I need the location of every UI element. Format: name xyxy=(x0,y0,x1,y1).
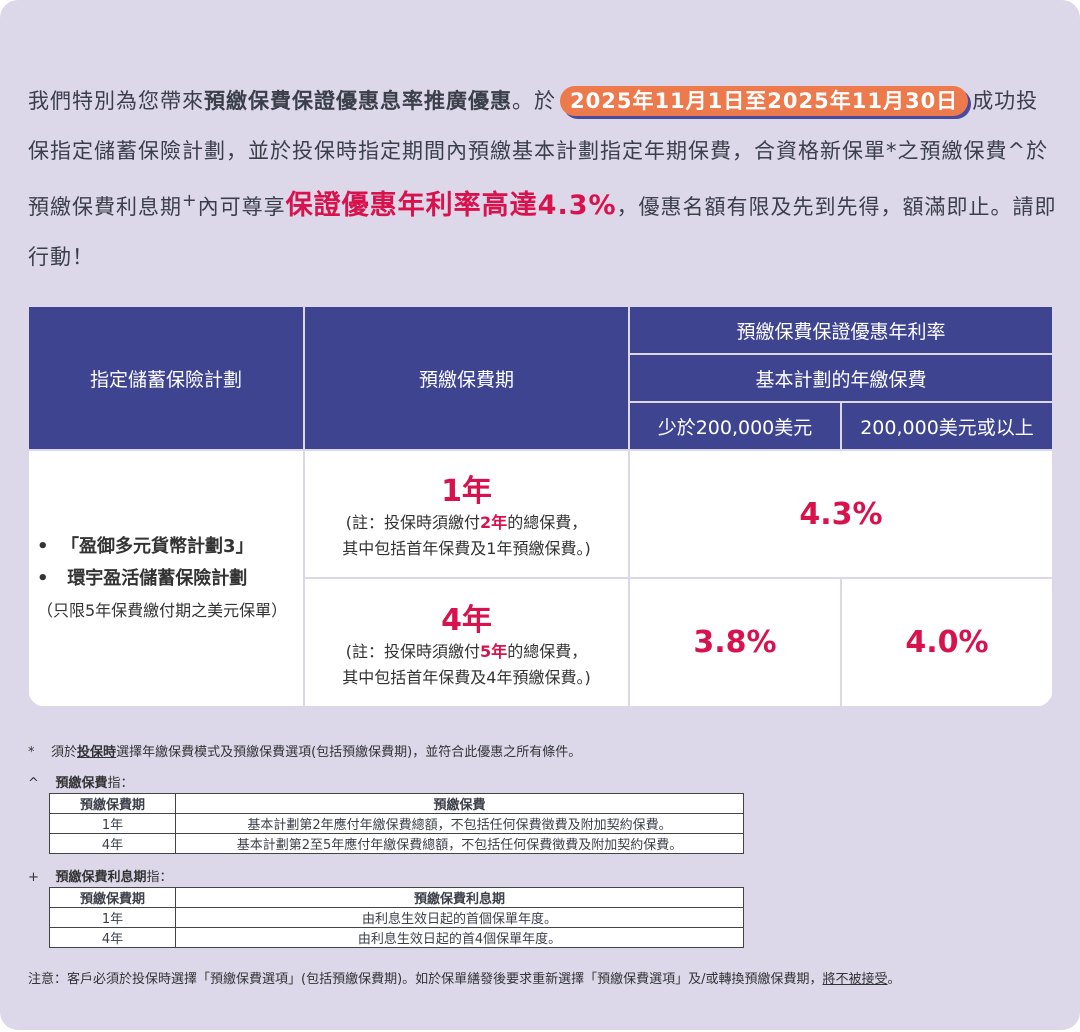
text: 注意：客戶必須於投保時選擇「預繳保費選項」(包括預繳保費期)。如於保單繕發後要求… xyxy=(28,972,823,987)
date-range-pill: 2025年11月1日至2025年11月30日 xyxy=(560,86,969,116)
footnote-plus: + 預繳保費利息期指： xyxy=(28,866,172,885)
col-header: 預繳保費 xyxy=(175,793,744,814)
period-note: (註：投保時須繳付2年的總保費， 其中包括首年保費及1年預繳保費。) xyxy=(305,510,628,562)
rate-cell: 4.0% xyxy=(839,577,1055,708)
col-header: 預繳保費期 xyxy=(49,793,176,814)
note-text: 其中包括首年保費及4年預繳保費。) xyxy=(342,667,591,687)
note-years: 5年 xyxy=(480,641,508,661)
intro-text: 內可尊享 xyxy=(197,195,286,219)
plan-name: 「盈御多元貨幣計劃3」 xyxy=(61,535,254,557)
header-period: 預繳保費期 xyxy=(303,305,630,451)
header-premium: 基本計劃的年繳保費 xyxy=(627,353,1055,403)
text: 預繳保費 xyxy=(55,776,108,791)
header-tier2: 200,000美元或以上 xyxy=(839,401,1055,451)
plus-mark: + xyxy=(182,191,198,211)
plan-item: • 「盈御多元貨幣計劃3」 xyxy=(37,535,254,557)
period-note: (註：投保時須繳付5年的總保費， 其中包括首年保費及4年預繳保費。) xyxy=(305,639,628,691)
period-cell: 1年 (註：投保時須繳付2年的總保費， 其中包括首年保費及1年預繳保費。) xyxy=(303,449,630,579)
header-rate: 預繳保費保證優惠年利率 xyxy=(627,305,1055,355)
intro-paragraph: 我們特別為您帶來預繳保費保證優惠息率推廣優惠。於 2025年11月1日至2025年… xyxy=(28,76,1058,282)
mark: ^ xyxy=(28,776,39,791)
note-text: 其中包括首年保費及1年預繳保費。) xyxy=(342,539,591,558)
cell: 4年 xyxy=(49,927,176,948)
note-years: 2年 xyxy=(480,513,508,532)
period-value: 1年 xyxy=(441,474,492,509)
highlight-rate: 保證優惠年利率高達4.3% xyxy=(285,190,617,221)
plans-note: （只限5年保費繳付期之美元保單） xyxy=(37,600,288,620)
plans-cell: • 「盈御多元貨幣計劃3」 • 環宇盈活儲蓄保險計劃 （只限5年保費繳付期之美元… xyxy=(27,449,305,708)
footnote-star: * 須於投保時選擇年繳保費模式及預繳保費選項(包括預繳保費期)，並符合此優惠之所… xyxy=(28,741,581,760)
text: 指： xyxy=(107,776,134,791)
interest-period-table: 預繳保費期 預繳保費利息期 1年 由利息生效日起的首個保單年度。 4年 由利息生效日起… xyxy=(49,887,744,948)
note-text: 的總保費， xyxy=(507,513,588,532)
cell: 基本計劃第2年應付年繳保費總額，不包括任何保費徵費及附加契約保費。 xyxy=(175,813,744,834)
intro-text: 。於 xyxy=(512,89,556,113)
text: 指： xyxy=(146,870,173,885)
note-text: (註：投保時須繳付 xyxy=(345,513,481,532)
mark: * xyxy=(28,745,35,760)
plan-name: 環宇盈活儲蓄保險計劃 xyxy=(67,567,248,589)
text: 須於 xyxy=(51,745,78,760)
notice: 注意：客戶必須於投保時選擇「預繳保費選項」(包括預繳保費期)。如於保單繕發後要求… xyxy=(28,968,1068,987)
prepaid-premium-table: 預繳保費期 預繳保費 1年 基本計劃第2年應付年繳保費總額，不包括任何保費徵費及附加… xyxy=(49,793,744,854)
intro-text: 成功投保指定儲蓄保險計劃，並於投保時指定期間內預繳基本計劃指定年期保費，合資格新… xyxy=(28,89,1049,219)
footnote-caret: ^ 預繳保費指： xyxy=(28,772,133,791)
intro-text: 我們特別為您帶來 xyxy=(28,89,204,113)
cell: 基本計劃第2至5年應付年繳保費總額，不包括任何保費徵費及附加契約保費。 xyxy=(175,833,744,854)
rate-cell: 3.8% xyxy=(628,577,842,708)
cell: 1年 xyxy=(49,813,176,834)
intro-text: ，優惠名額有限及先到先得，額滿即止。請即行動！ xyxy=(28,195,1057,269)
note-text: (註：投保時須繳付 xyxy=(345,641,481,661)
text: 投保時 xyxy=(77,745,117,760)
rate-table: 指定儲蓄保險計劃 預繳保費期 預繳保費保證優惠年利率 基本計劃的年繳保費 少於200… xyxy=(27,305,1055,708)
text: 預繳保費利息期 xyxy=(55,870,147,885)
cell: 4年 xyxy=(49,833,176,854)
cell: 由利息生效日起的首4個保單年度。 xyxy=(175,927,744,948)
header-tier1: 少於200,000美元 xyxy=(628,401,842,451)
plan-item: • 環宇盈活儲蓄保險計劃 xyxy=(37,567,248,589)
header-plan: 指定儲蓄保險計劃 xyxy=(27,305,305,451)
rate-cell: 4.3% xyxy=(627,449,1055,579)
note-text: 的總保費， xyxy=(507,641,588,661)
period-cell: 4年 (註：投保時須繳付5年的總保費， 其中包括首年保費及4年預繳保費。) xyxy=(303,577,630,708)
mark: + xyxy=(28,870,39,885)
text: 將不被接受 xyxy=(822,972,888,987)
text: 選擇年繳保費模式及預繳保費選項(包括預繳保費期)，並符合此優惠之所有條件。 xyxy=(116,745,582,760)
period-value: 4年 xyxy=(441,602,492,638)
promo-name: 預繳保費保證優惠息率推廣優惠 xyxy=(204,89,512,113)
col-header: 預繳保費利息期 xyxy=(175,887,744,908)
col-header: 預繳保費期 xyxy=(49,887,176,908)
cell: 由利息生效日起的首個保單年度。 xyxy=(175,907,744,928)
text: 。 xyxy=(887,972,901,987)
cell: 1年 xyxy=(49,907,176,928)
